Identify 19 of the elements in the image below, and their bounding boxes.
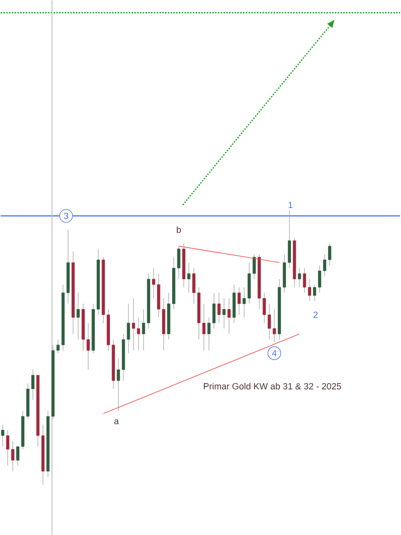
candlestick bbox=[212, 292, 216, 329]
annotation: 4 bbox=[272, 350, 277, 356]
annotation: 3 bbox=[64, 212, 68, 220]
candlestick bbox=[187, 262, 190, 294]
annotation: b bbox=[176, 226, 181, 233]
candlestick bbox=[238, 286, 241, 316]
candlestick bbox=[127, 303, 130, 354]
candlestick bbox=[76, 292, 80, 340]
annotation: a bbox=[114, 419, 119, 424]
candlestick bbox=[228, 298, 231, 334]
candlestick bbox=[137, 317, 140, 351]
candlestick bbox=[132, 298, 136, 351]
text: 1 bbox=[288, 202, 293, 208]
candlestick bbox=[222, 298, 226, 329]
candlestick bbox=[1, 424, 4, 447]
candlestick bbox=[218, 292, 221, 324]
annotation: 2 bbox=[314, 312, 318, 318]
annotation: Primar Gold KW ab 31 & 32 - 2025 bbox=[204, 382, 342, 390]
candlestick bbox=[298, 268, 302, 288]
